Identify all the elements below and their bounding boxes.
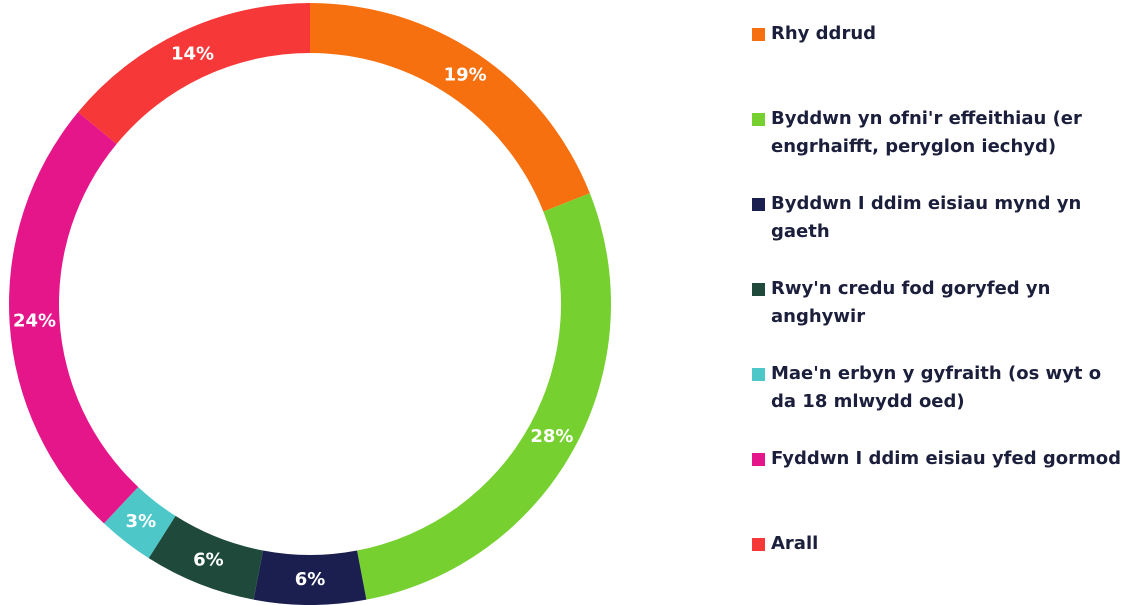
legend-label: Byddwn I ddim eisiau mynd yn gaeth — [771, 193, 1082, 242]
legend-item: Byddwn I ddim eisiau mynd yn gaeth — [752, 190, 1132, 246]
data-label: 6% — [295, 569, 326, 590]
legend-swatch — [752, 113, 765, 126]
legend-swatch — [752, 368, 765, 381]
legend-item: Rhy ddrud — [752, 20, 1132, 48]
legend-label: Rhy ddrud — [771, 23, 877, 44]
legend-swatch — [752, 283, 765, 296]
donut-slice — [148, 515, 263, 600]
legend-swatch — [752, 28, 765, 41]
legend-item: Fyddwn I ddim eisiau yfed gormod — [752, 445, 1132, 473]
legend-item: Mae'n erbyn y gyfraith (os wyt o da 18 m… — [752, 360, 1132, 416]
legend-item: Arall — [752, 530, 1132, 558]
legend-label: Byddwn yn ofni'r effeithiau (er engrhaif… — [771, 108, 1082, 157]
legend-item: Byddwn yn ofni'r effeithiau (er engrhaif… — [752, 105, 1132, 161]
donut-slice — [357, 193, 611, 600]
legend-swatch — [752, 538, 765, 551]
legend-label: Mae'n erbyn y gyfraith (os wyt o da 18 m… — [771, 363, 1102, 412]
data-label: 24% — [13, 310, 56, 331]
donut-plot: 19% 28% 6% 6% 3% 24% 14% — [8, 3, 611, 605]
data-label: 6% — [193, 550, 224, 571]
donut-slice — [253, 550, 367, 605]
legend-label: Fyddwn I ddim eisiau yfed gormod — [771, 448, 1121, 469]
legend-label: Rwy'n credu fod goryfed yn anghywir — [771, 278, 1051, 327]
data-label: 3% — [126, 511, 157, 532]
data-label: 19% — [444, 65, 487, 86]
legend-swatch — [752, 453, 765, 466]
legend-item: Rwy'n credu fod goryfed yn anghywir — [752, 275, 1132, 331]
donut-slice — [310, 3, 590, 212]
donut-slice — [78, 3, 310, 145]
legend-swatch — [752, 198, 765, 211]
data-label: 14% — [171, 43, 214, 64]
donut-slice — [103, 486, 176, 559]
legend-label: Arall — [771, 533, 819, 554]
donut-slice — [8, 112, 139, 524]
data-label: 28% — [530, 426, 573, 447]
